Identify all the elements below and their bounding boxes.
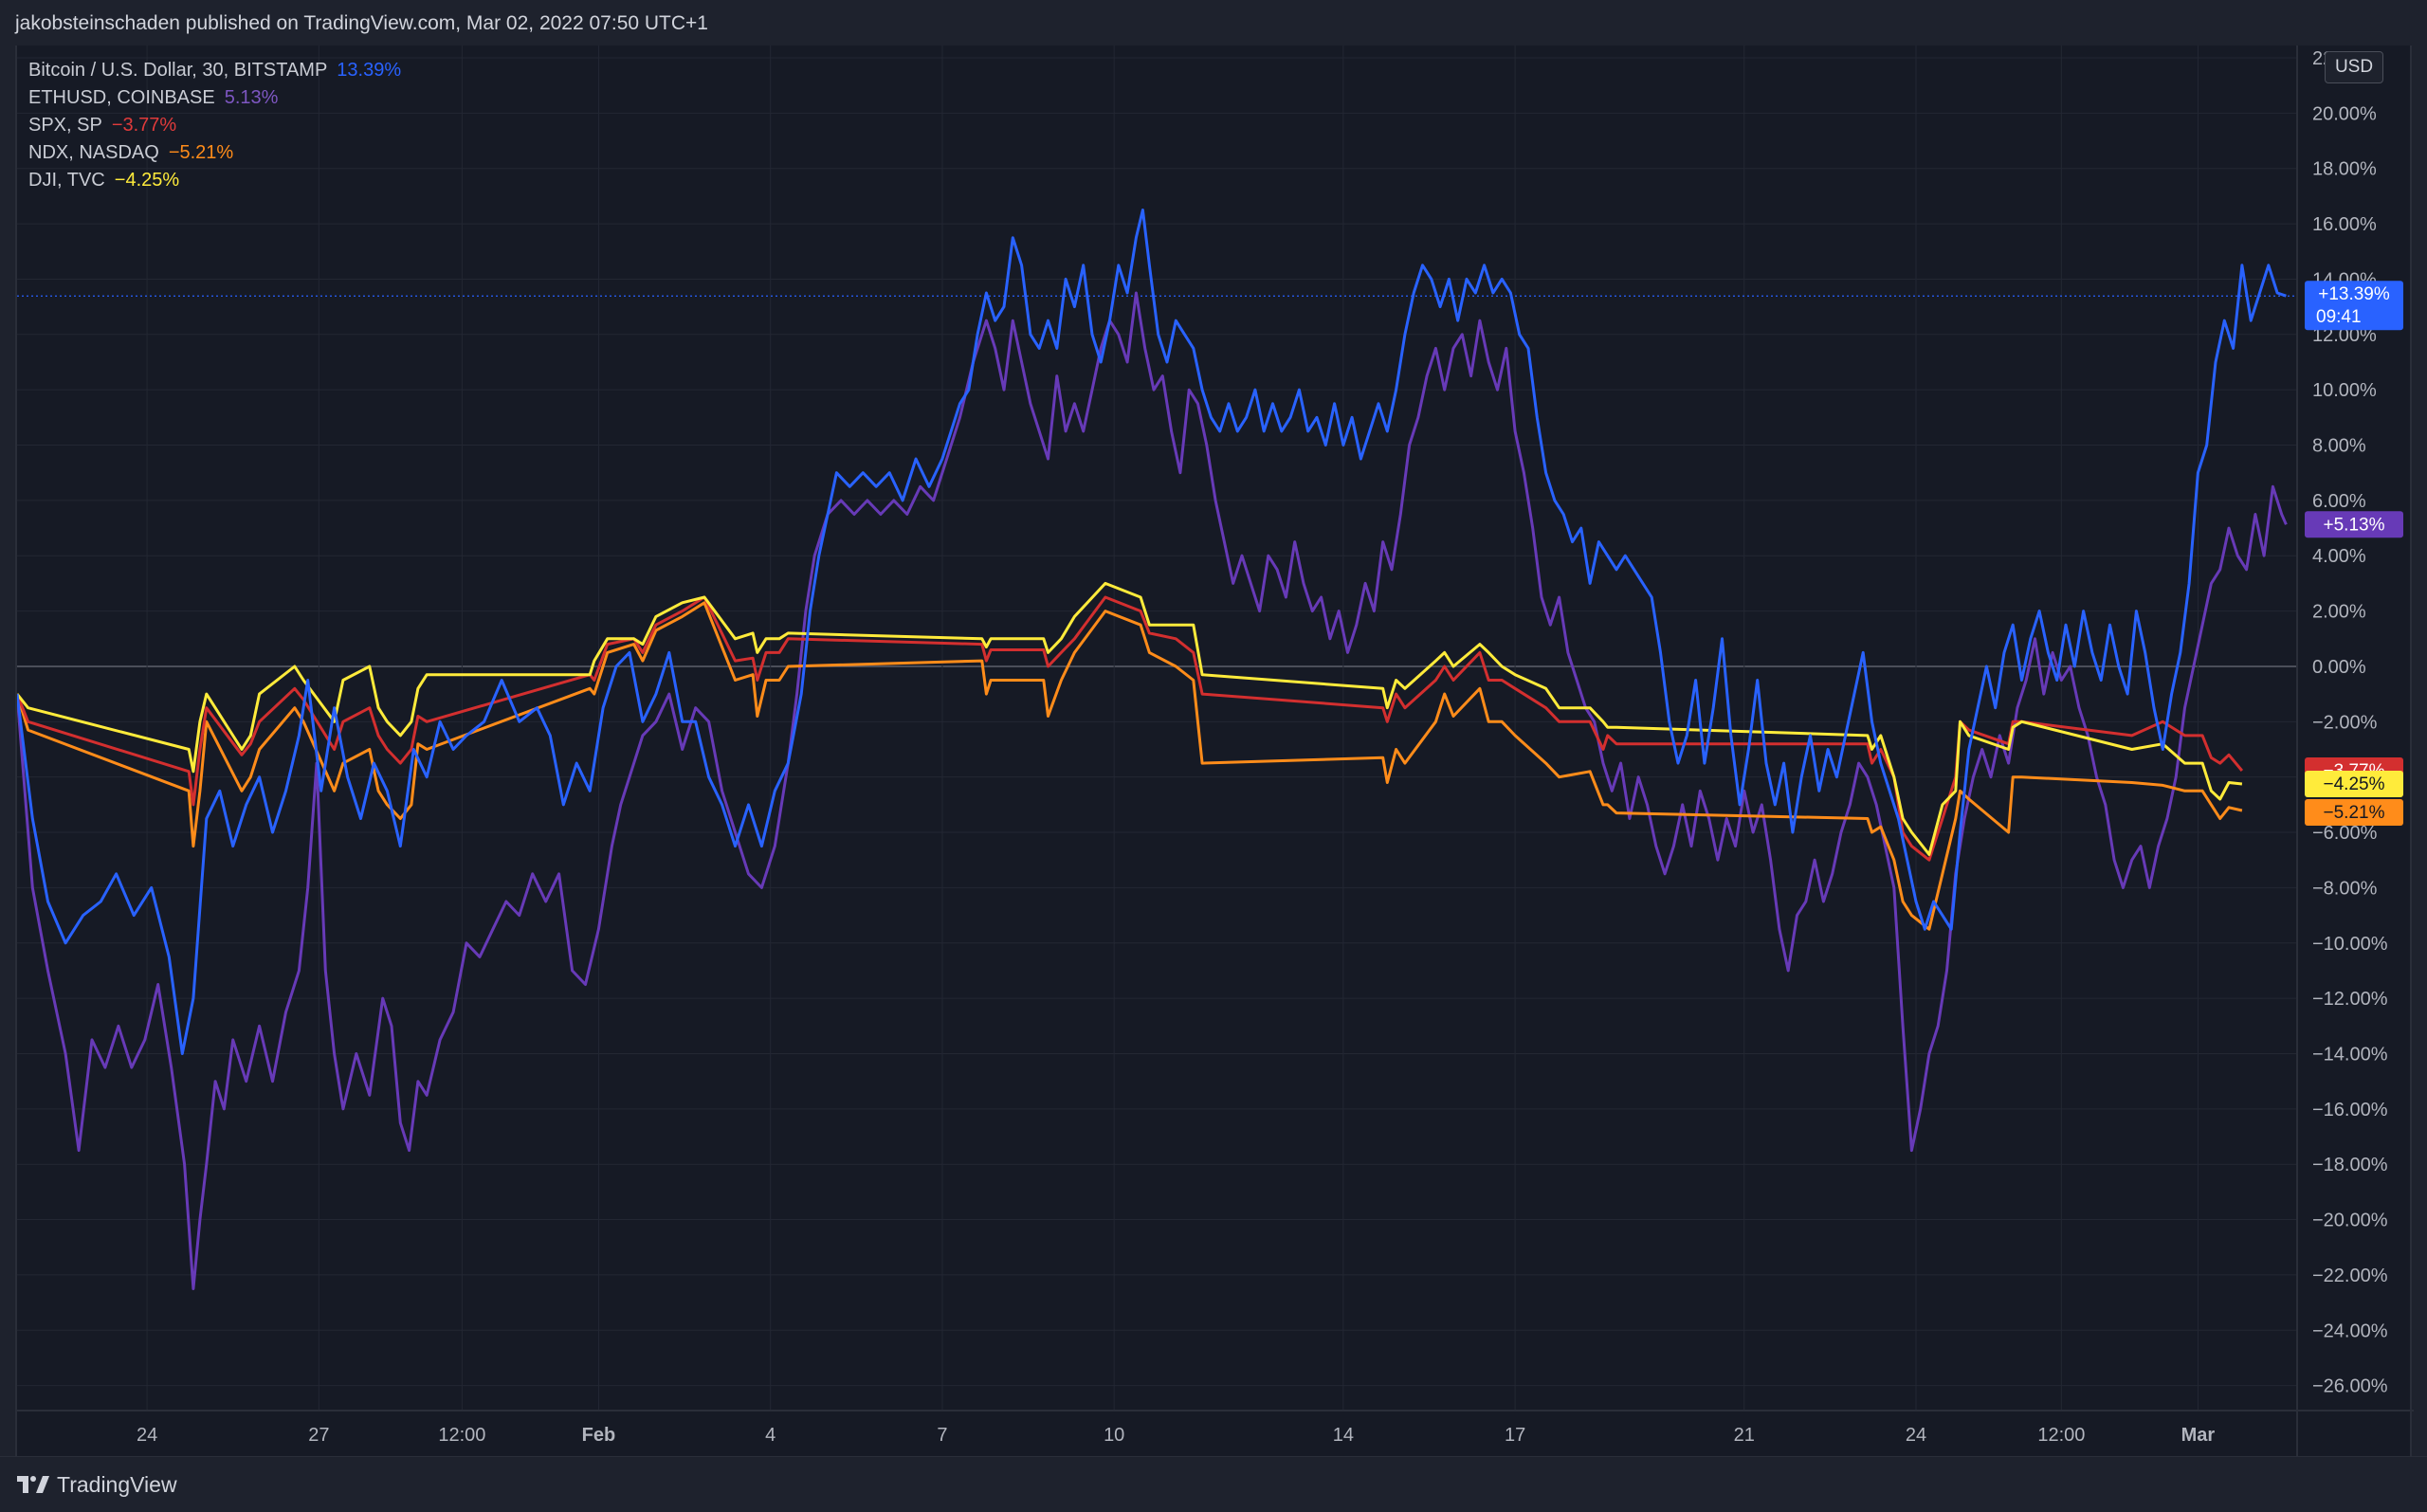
price-label-bg (2305, 798, 2403, 826)
x-tick-label: Mar (2181, 1425, 2216, 1446)
y-tick-label: 8.00% (2312, 436, 2366, 457)
legend-label: NDX, NASDAQ (28, 142, 159, 163)
x-tick-label: 10 (1104, 1425, 1124, 1446)
x-tick-label: 12:00 (2037, 1425, 2085, 1446)
x-tick-label: 14 (1333, 1425, 1354, 1446)
legend-value: 13.39% (337, 60, 402, 81)
chart-pane[interactable]: −26.00% −24.00% −22.00% −20.00% −18.00% −16.0… (15, 46, 2414, 1456)
legend-item-dji[interactable]: DJI, TVC −4.25% (28, 167, 401, 194)
legend-label: DJI, TVC (28, 170, 105, 191)
y-tick-label: 12.00% (2312, 325, 2377, 346)
y-tick-label: −6.00% (2312, 823, 2378, 844)
legend-item-ndx[interactable]: NDX, NASDAQ −5.21% (28, 139, 401, 167)
price-label-bg (2305, 511, 2403, 538)
price-label-bg (2305, 281, 2403, 331)
y-tick-label: −12.00% (2312, 989, 2388, 1010)
legend-item-btc[interactable]: Bitcoin / U.S. Dollar, 30, BITSTAMP 13.39… (28, 57, 401, 84)
x-tick-label: 21 (1734, 1425, 1755, 1446)
legend-label: SPX, SP (28, 115, 102, 136)
price-label-time: 09:41 (2316, 307, 2362, 327)
y-tick-label: 2.00% (2312, 602, 2366, 623)
price-label-text: +5.13% (2324, 515, 2385, 535)
y-tick-label: 10.00% (2312, 380, 2377, 401)
y-tick-label: 18.00% (2312, 159, 2377, 180)
y-tick-label: 4.00% (2312, 546, 2366, 567)
legend-item-spx[interactable]: SPX, SP −3.77% (28, 112, 401, 139)
price-label-text: −4.25% (2324, 774, 2385, 794)
footer: TradingView (0, 1456, 2427, 1512)
y-tick-label: 0.00% (2312, 657, 2366, 678)
x-tick-label: 27 (308, 1425, 329, 1446)
y-tick-label: −10.00% (2312, 934, 2388, 955)
tradingview-logo-icon (17, 1476, 49, 1493)
y-tick-label: −22.00% (2312, 1266, 2388, 1286)
y-tick-label: −18.00% (2312, 1155, 2388, 1175)
y-tick-label: 16.00% (2312, 214, 2377, 235)
x-tick-label: 7 (937, 1425, 947, 1446)
legend-value: −4.25% (114, 170, 180, 191)
y-tick-label: −20.00% (2312, 1211, 2388, 1231)
series-line-4 (17, 581, 2243, 856)
tradingview-logo[interactable]: TradingView (17, 1470, 177, 1499)
x-tick-label: 4 (765, 1425, 776, 1446)
series-legend: Bitcoin / U.S. Dollar, 30, BITSTAMP 13.39… (28, 57, 401, 194)
y-tick-label: −8.00% (2312, 878, 2378, 899)
x-tick-label: Feb (582, 1425, 616, 1446)
y-tick-label: −26.00% (2312, 1376, 2388, 1397)
price-label-text: +13.39% (2318, 284, 2390, 304)
x-tick-label: 24 (137, 1425, 157, 1446)
currency-selector[interactable]: USD (2325, 51, 2383, 83)
series-line-1 (17, 291, 2288, 1290)
publish-line: jakobsteinschaden published on TradingVi… (15, 12, 708, 34)
legend-value: −3.77% (111, 115, 177, 136)
series-line-0 (17, 209, 2287, 1055)
legend-item-eth[interactable]: ETHUSD, COINBASE 5.13% (28, 84, 401, 112)
brand-name: TradingView (57, 1471, 177, 1497)
legend-label: ETHUSD, COINBASE (28, 87, 215, 108)
series-line-3 (17, 601, 2243, 931)
chart-canvas[interactable]: −26.00% −24.00% −22.00% −20.00% −18.00% −16.0… (17, 46, 2414, 1456)
price-label-bg (2305, 770, 2403, 797)
price-label-text: −5.21% (2324, 803, 2385, 823)
legend-value: 5.13% (224, 87, 279, 108)
x-tick-label: 24 (1906, 1425, 1926, 1446)
y-tick-label: −2.00% (2312, 712, 2378, 733)
publish-header: jakobsteinschaden published on TradingVi… (0, 0, 2427, 47)
legend-value: −5.21% (168, 142, 234, 163)
series-line-2 (17, 595, 2244, 862)
y-tick-label: 20.00% (2312, 103, 2377, 124)
x-tick-label: 12:00 (438, 1425, 485, 1446)
y-tick-label: −24.00% (2312, 1321, 2388, 1341)
y-tick-label: 6.00% (2312, 491, 2366, 512)
y-tick-label: −14.00% (2312, 1044, 2388, 1065)
legend-label: Bitcoin / U.S. Dollar, 30, BITSTAMP (28, 60, 328, 81)
x-tick-label: 17 (1505, 1425, 1525, 1446)
y-tick-label: −16.00% (2312, 1100, 2388, 1120)
